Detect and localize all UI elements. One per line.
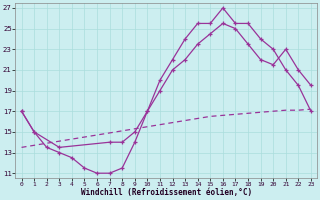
X-axis label: Windchill (Refroidissement éolien,°C): Windchill (Refroidissement éolien,°C): [81, 188, 252, 197]
